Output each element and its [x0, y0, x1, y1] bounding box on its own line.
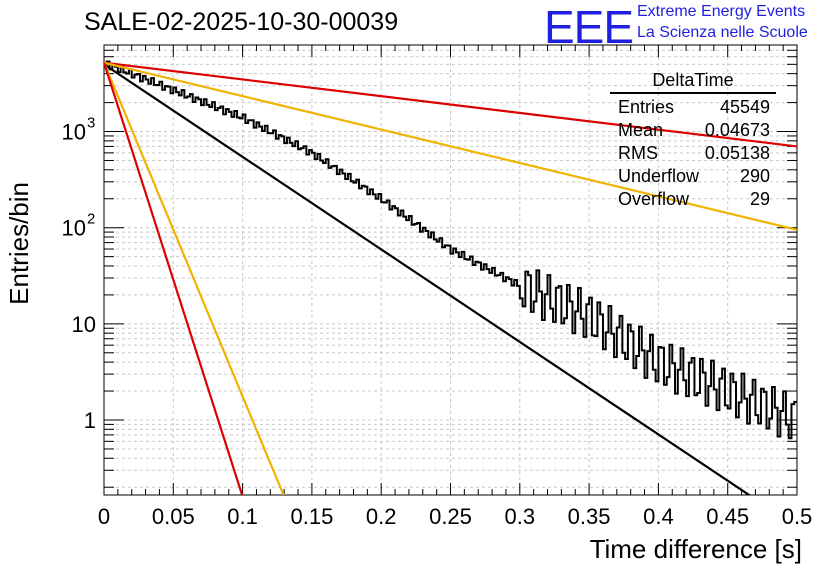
y-tick-label: 10	[72, 312, 96, 337]
stats-row-mean: Mean 0.04673	[610, 119, 776, 142]
stats-value: 0.04673	[704, 120, 770, 140]
x-tick-label: 0.4	[643, 504, 674, 529]
stats-box-title: DeltaTime	[610, 70, 776, 94]
x-tick-label: 0.15	[290, 504, 333, 529]
series-red-fast	[104, 62, 244, 495]
y-tick-label: 10	[62, 120, 86, 145]
x-tick-label: 0	[98, 504, 110, 529]
series-orange-slow	[104, 61, 797, 231]
page-title: SALE-02-2025-10-30-00039	[84, 8, 399, 36]
stats-row-underflow: Underflow 290	[610, 165, 776, 188]
x-tick-label: 0.5	[782, 504, 813, 529]
stats-label: Overflow	[618, 189, 690, 209]
stats-value: 0.05138	[704, 143, 770, 163]
x-tick-label: 0.05	[152, 504, 195, 529]
y-tick-label: 1	[84, 408, 96, 433]
stats-row-entries: Entries 45549	[610, 96, 776, 119]
series-fit-exponential	[104, 63, 752, 495]
x-axis-label: Time difference [s]	[589, 534, 802, 564]
stats-label: Underflow	[618, 166, 700, 186]
stats-label: Entries	[618, 97, 675, 117]
y-tick-exponent: 3	[87, 115, 95, 132]
stats-value: 290	[739, 166, 770, 186]
brand-line-2: La Scienza nelle Scuole	[637, 24, 808, 41]
series-red-slow	[104, 61, 797, 148]
brand-line-1: Extreme Energy Events	[637, 3, 806, 20]
stats-label: RMS	[618, 143, 658, 163]
y-tick-exponent: 2	[87, 211, 95, 228]
stats-value: 45549	[719, 97, 770, 117]
y-tick-label: 10	[62, 216, 86, 241]
stats-row-overflow: Overflow 29	[610, 188, 776, 211]
series-orange-fast	[104, 62, 285, 495]
stats-row-rms: RMS 0.05138	[610, 142, 776, 165]
x-tick-label: 0.35	[568, 504, 611, 529]
stats-box: DeltaTime Entries 45549 Mean 0.04673 RMS…	[610, 70, 776, 211]
y-axis-label: Entries/bin	[4, 182, 34, 305]
x-tick-label: 0.25	[429, 504, 472, 529]
x-tick-label: 0.2	[366, 504, 397, 529]
x-tick-label: 0.1	[227, 504, 258, 529]
x-tick-label: 0.3	[505, 504, 536, 529]
stats-value: 29	[749, 189, 770, 209]
series-histogram	[104, 60, 797, 440]
eee-logo: EEE	[544, 1, 634, 53]
stats-label: Mean	[618, 120, 664, 140]
x-tick-label: 0.45	[706, 504, 749, 529]
